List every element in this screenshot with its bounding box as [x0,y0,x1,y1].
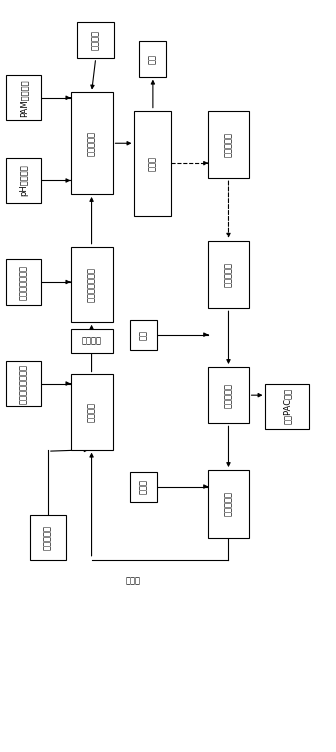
Text: PAM加药系统: PAM加药系统 [19,79,28,117]
Text: 污泥溶解池: 污泥溶解池 [224,262,233,287]
Bar [139,41,166,77]
Text: 加碱: 加碱 [139,329,148,340]
Bar [208,367,249,423]
Bar [71,247,113,322]
Bar [134,111,171,216]
Bar [71,374,113,450]
Bar [71,92,113,194]
Bar [71,329,113,353]
Text: 还原反应池: 还原反应池 [224,491,233,517]
Bar [6,259,41,305]
Text: 污泥浓缩池: 污泥浓缩池 [224,132,233,157]
Text: 出水: 出水 [149,53,157,64]
Bar [130,320,157,350]
Text: 催化氧化反应器: 催化氧化反应器 [87,267,96,302]
Bar [208,111,249,178]
Text: 替代PAC出售: 替代PAC出售 [283,388,292,424]
Text: 沉淀池: 沉淀池 [149,156,157,171]
Bar [130,472,157,502]
Text: 提升水泵: 提升水泵 [82,337,101,345]
Text: pH调节系统: pH调节系统 [19,165,28,196]
Text: 难降解废水: 难降解废水 [43,525,52,550]
Text: 尾气系统: 尾气系统 [91,30,100,50]
Text: 缓冲水池: 缓冲水池 [87,402,96,422]
Bar [6,361,41,406]
Bar [208,470,249,538]
Text: 二次铁: 二次铁 [125,576,140,585]
Text: 氧化絮凝池: 氧化絮凝池 [87,131,96,156]
Bar [265,384,309,429]
Bar [6,75,41,120]
Text: 硫酸亚铁加药系统: 硫酸亚铁加药系统 [19,363,28,404]
Text: 铁液储存池: 铁液储存池 [224,383,233,408]
Bar [6,158,41,203]
Text: 单质铁: 单质铁 [139,479,148,494]
Bar [77,22,114,58]
Bar [30,515,66,560]
Text: 双氧水加药系统: 双氧水加药系统 [19,265,28,299]
Bar [208,241,249,308]
